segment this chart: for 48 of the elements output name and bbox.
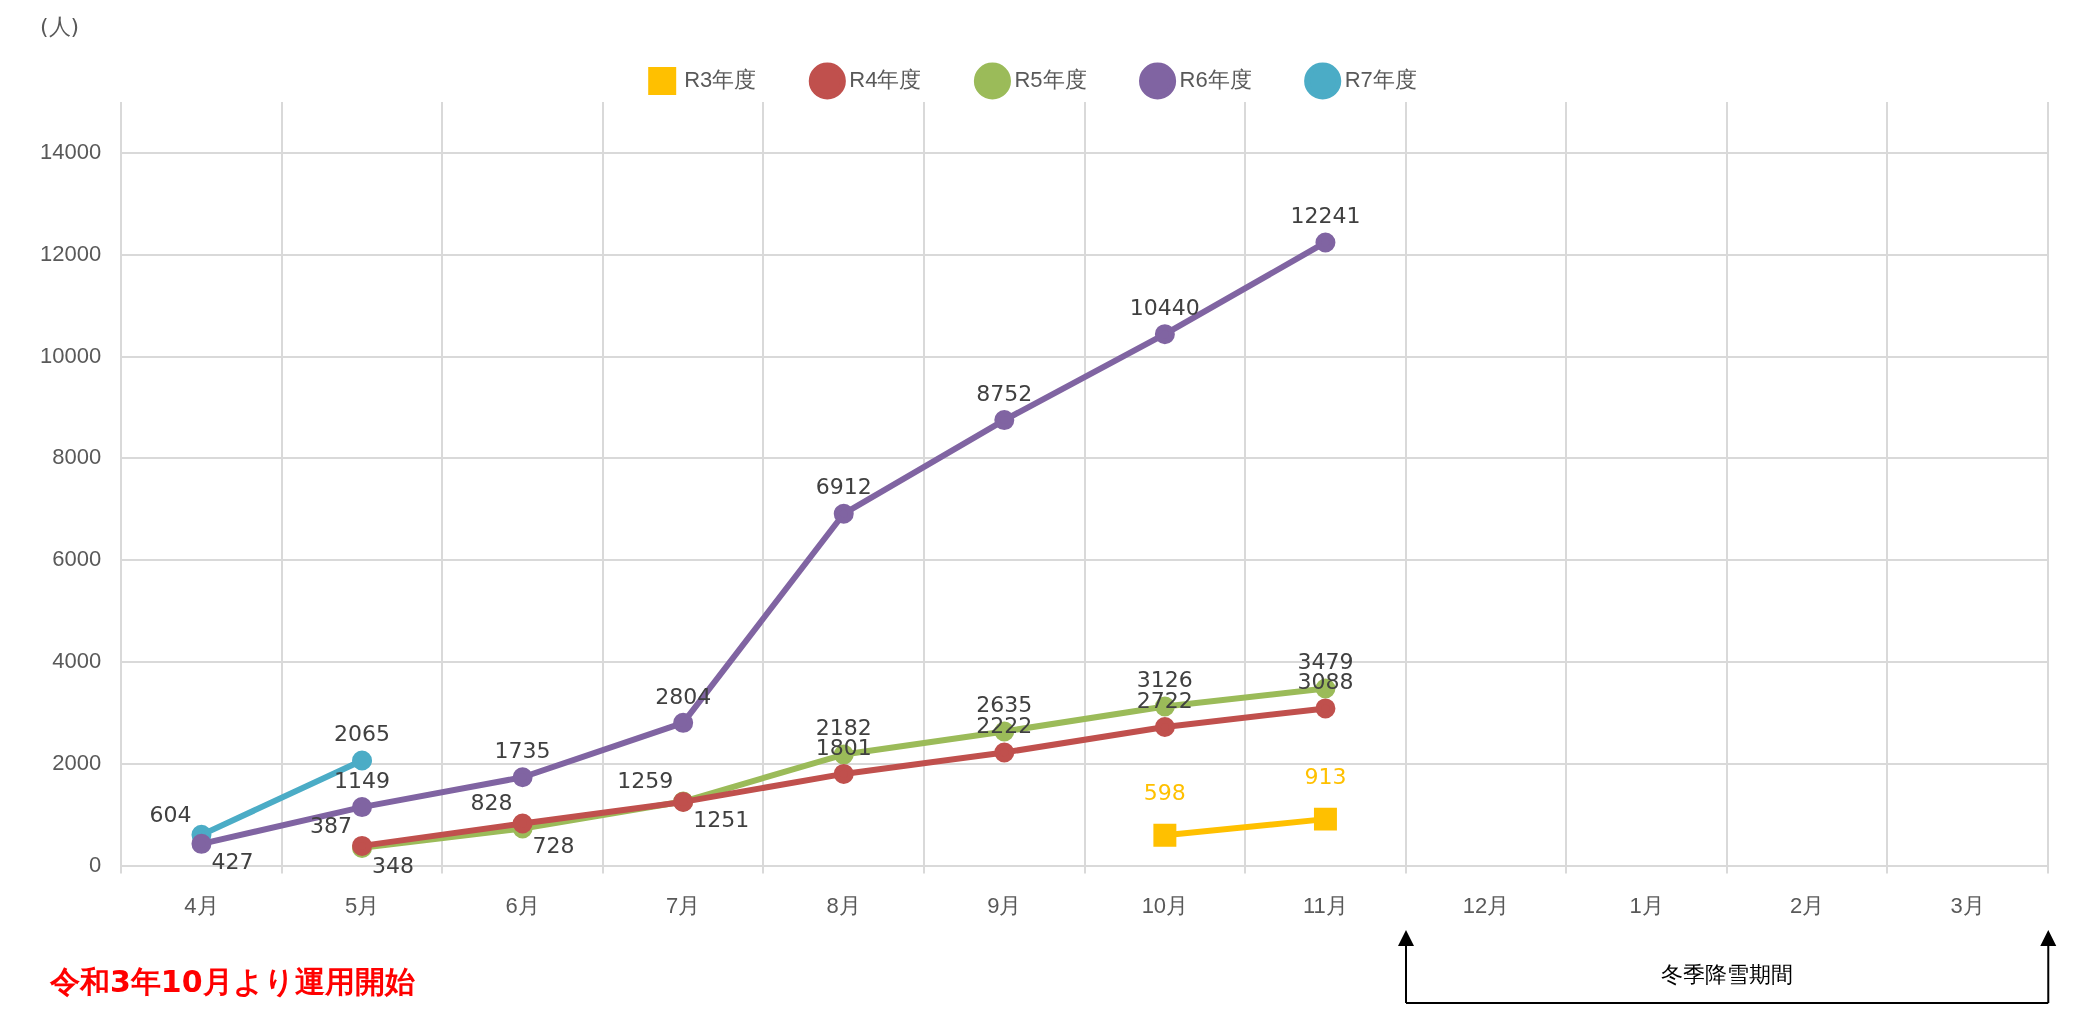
data-label: 598	[1143, 779, 1186, 805]
x-tick-label: 10月	[1141, 892, 1189, 918]
data-label: 2065	[334, 721, 391, 747]
x-tick-label: 9月	[987, 892, 1022, 918]
legend-label: R3年度	[684, 67, 757, 93]
data-label: 427	[211, 848, 254, 874]
data-label: 12241	[1290, 203, 1361, 229]
y-tick-label: 8000	[52, 444, 102, 470]
legend-label: R4年度	[849, 67, 922, 93]
data-label: 913	[1304, 763, 1347, 789]
y-tick-label: 2000	[52, 749, 102, 775]
data-label: 1259	[617, 768, 674, 794]
x-tick-label: 5月	[344, 892, 380, 918]
x-tick-label: 2月	[1790, 892, 1825, 918]
text: 令和3年10月より運用開始	[50, 963, 415, 1001]
x-tick-label: 4月	[184, 892, 219, 918]
y-tick-label: 14000	[39, 138, 102, 164]
data-label: 348	[372, 852, 415, 878]
data-label: 728	[532, 833, 575, 859]
y-tick-label: 10000	[39, 342, 102, 368]
y-tick-label: 4000	[52, 648, 102, 674]
text: 冬季降雪期間	[1660, 961, 1793, 989]
legend-label: R6年度	[1179, 67, 1252, 93]
y-tick-label: 0	[88, 851, 102, 877]
text: (人)	[40, 13, 80, 41]
x-tick-label: 12月	[1462, 892, 1510, 918]
data-label: 2635	[976, 692, 1033, 718]
data-label: 604	[149, 801, 192, 827]
x-tick-label: 7月	[666, 892, 701, 918]
x-tick-label: 11月	[1303, 892, 1348, 918]
y-tick-label: 12000	[39, 240, 102, 266]
data-label: 387	[310, 812, 353, 838]
x-tick-label: 1月	[1629, 892, 1664, 918]
x-tick-label: 8月	[826, 892, 861, 918]
data-label: 1149	[334, 767, 391, 793]
x-tick-label: 3月	[1950, 892, 1985, 918]
data-label: 1251	[693, 806, 750, 832]
data-label: 3088	[1297, 669, 1354, 695]
y-tick-label: 6000	[52, 546, 102, 572]
data-label: 8752	[976, 380, 1033, 406]
x-tick-label: 6月	[505, 892, 540, 918]
legend-label: R5年度	[1014, 67, 1087, 93]
data-label: 6912	[815, 474, 872, 500]
data-label: 1735	[494, 738, 551, 763]
data-label: 3126	[1136, 667, 1193, 693]
data-label: 828	[470, 790, 513, 816]
data-label: 10440	[1129, 294, 1200, 320]
legend-label: R7年度	[1344, 67, 1417, 93]
